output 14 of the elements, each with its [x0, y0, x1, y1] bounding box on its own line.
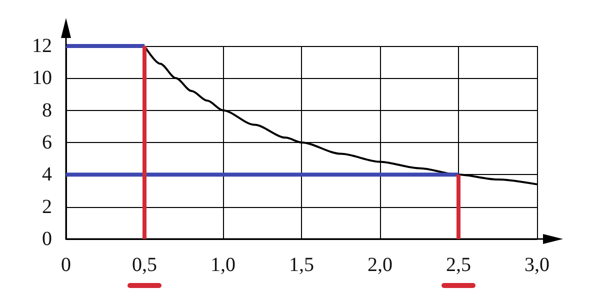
x-tick-label: 2,0: [368, 254, 392, 276]
x-tick-label: 3,0: [524, 254, 550, 276]
y-tick-label: 10: [32, 67, 52, 90]
y-tick-label: 2: [42, 196, 52, 218]
y-tick-label: 6: [42, 132, 52, 154]
x-tick-label: 0: [61, 254, 71, 276]
y-tick-label: 8: [42, 99, 52, 122]
x-tick-label: 0,5: [132, 254, 157, 276]
x-tick-label: 1,5: [289, 254, 314, 276]
y-tick-label: 12: [32, 35, 52, 57]
y-tick-label: 4: [42, 164, 52, 186]
x-tick-label: 2,5: [446, 254, 471, 276]
x-tick-label: 1,0: [210, 254, 236, 276]
y-tick-label: 0: [42, 228, 52, 250]
